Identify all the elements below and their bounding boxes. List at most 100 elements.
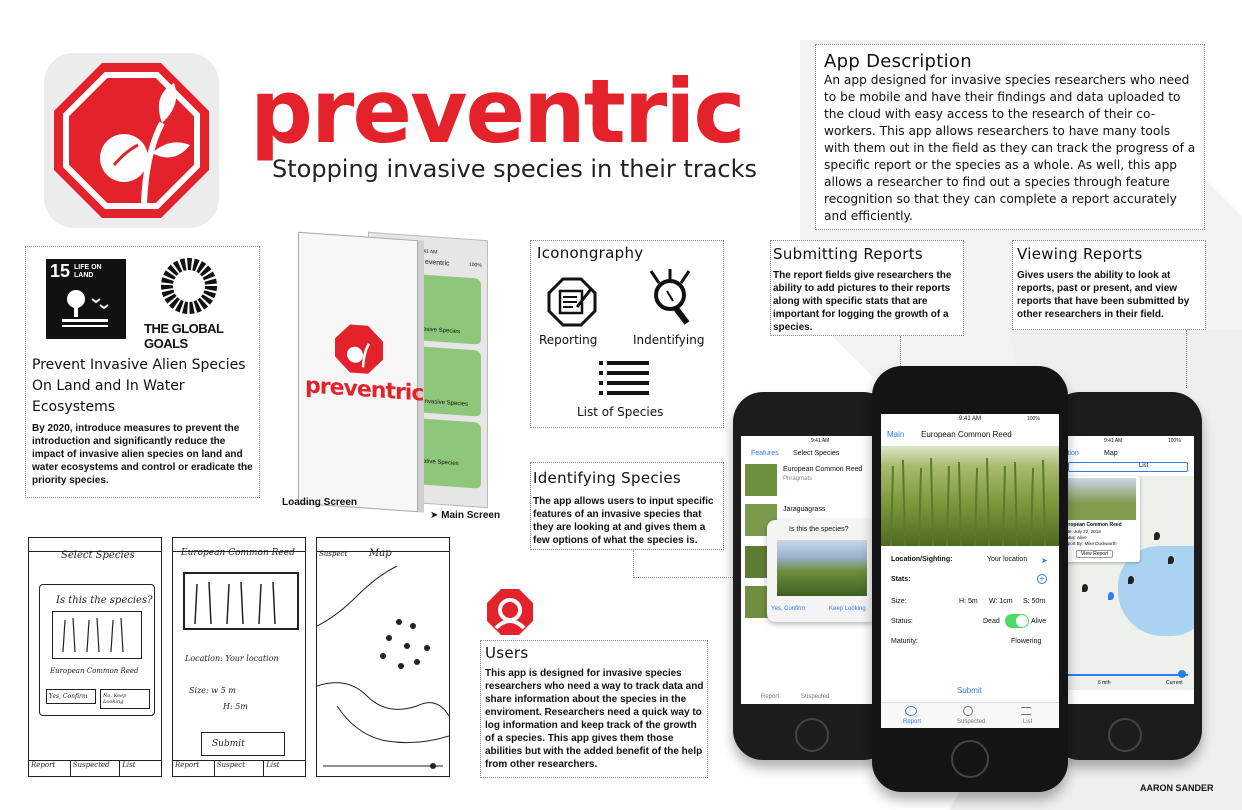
sketch-2-tabbar: Report Suspect List bbox=[173, 760, 305, 776]
users-title: Users bbox=[485, 644, 529, 662]
map-pin-3[interactable] bbox=[1128, 576, 1134, 584]
sketch-2-reeds-icon bbox=[194, 581, 276, 625]
sketch-2-height: H: 5m bbox=[223, 702, 248, 711]
sketch-1-tabbar: Report Suspected List bbox=[29, 760, 161, 776]
app-description-panel: App Description An app designed for inva… bbox=[815, 44, 1205, 230]
phone-right-time: 9:41 AM bbox=[1104, 438, 1123, 444]
popup-title: Is this the species? bbox=[789, 526, 849, 533]
tab-list-icon[interactable] bbox=[1021, 707, 1031, 715]
goals-body: By 2020, introduce measures to prevent t… bbox=[32, 423, 253, 486]
submitting-reports-body: The report fields give researchers the a… bbox=[773, 270, 952, 333]
sketch-1-title: Select Species bbox=[61, 550, 135, 561]
sketch-1-tab-report: Report bbox=[29, 761, 71, 776]
location-value[interactable]: Your location bbox=[987, 556, 1028, 563]
identifying-species-body: The app allows users to input specific f… bbox=[533, 496, 714, 546]
phone-right-back[interactable]: iption bbox=[1062, 450, 1079, 457]
tile-3-label: ative Species bbox=[423, 458, 459, 468]
sketch-select-species: Select Species Is this the species? Euro… bbox=[28, 537, 162, 777]
status-label: Status: bbox=[891, 618, 913, 625]
time-slider-track[interactable] bbox=[1068, 674, 1188, 676]
sketch-1-question: Is this the species? bbox=[56, 595, 153, 606]
main-screen-title: eventric bbox=[425, 258, 450, 268]
add-stat-icon[interactable]: + bbox=[1037, 574, 1047, 584]
users-icon bbox=[487, 589, 533, 635]
status-toggle[interactable] bbox=[1005, 614, 1029, 628]
sketch-2-location: Location: Your location bbox=[185, 654, 279, 663]
submit-button[interactable]: Submit bbox=[957, 686, 982, 695]
main-screen-time: 9:41 AM bbox=[419, 248, 438, 256]
global-goals-label: THE GLOBAL GOALS bbox=[144, 321, 224, 351]
sketch-2-header bbox=[173, 538, 305, 552]
location-label: Location/Sighting: bbox=[891, 556, 953, 563]
viewing-reports-body: Gives users the ability to look at repor… bbox=[1017, 270, 1190, 320]
sketch-reeds-icon bbox=[62, 617, 124, 653]
sketch-1-tab-list: List bbox=[122, 761, 136, 769]
tab-report-icon[interactable] bbox=[905, 706, 917, 716]
app-description-title: App Description bbox=[824, 51, 972, 72]
phone-left-back: Features bbox=[751, 450, 779, 457]
sketch-1-tab-suspected: Suspected bbox=[71, 761, 121, 776]
goals-panel: 15 LIFE ON LAND THE GLOBAL GOALS Prevent… bbox=[25, 246, 260, 498]
global-goals-wheel-icon bbox=[161, 258, 217, 314]
phone-center-battery: 100% bbox=[1027, 416, 1040, 422]
identifying-species-title: Identifying Species bbox=[533, 469, 682, 487]
sketch-report: European Common Reed Location: Your loca… bbox=[172, 537, 306, 777]
submitting-reports-title: Submitting Reports bbox=[773, 245, 923, 263]
tab-list[interactable]: List bbox=[1023, 719, 1033, 725]
identifying-species-panel: Identifying Species The app allows users… bbox=[530, 462, 724, 550]
size-w[interactable]: W: 1cm bbox=[989, 598, 1013, 605]
phone-right-map: European Common Reed Date: July 22, 2018… bbox=[1058, 476, 1194, 690]
loading-screen-mockup: preventric bbox=[298, 231, 423, 513]
phone-right-home-button bbox=[1108, 718, 1142, 752]
map-pin-4[interactable] bbox=[1082, 584, 1088, 592]
phone-left-tab-report[interactable]: Report bbox=[761, 694, 780, 700]
phone-right: 9:41 AM 100% iption Map List European Co… bbox=[1050, 392, 1202, 760]
author-credit: AARON SANDER bbox=[1140, 783, 1214, 793]
sketch-1-species-name: European Common Reed bbox=[50, 667, 139, 675]
main-tile-3: ative Species bbox=[415, 418, 481, 489]
size-s[interactable]: S: 50m bbox=[1023, 598, 1046, 605]
tree-birds-icon bbox=[62, 290, 109, 327]
segment-list[interactable]: List bbox=[1139, 463, 1149, 469]
app-description-body: An app designed for invasive species res… bbox=[824, 73, 1196, 223]
popup-no-button[interactable]: Keep Looking bbox=[829, 606, 866, 612]
popup-yes-button[interactable]: Yes, Confirm bbox=[771, 606, 806, 612]
brand-name: preventric bbox=[250, 60, 746, 163]
phone-center-title: European Common Reed bbox=[921, 430, 1012, 439]
sketch-2-tab-list: List bbox=[266, 761, 280, 769]
sketch-2-submit: Submit bbox=[201, 732, 285, 756]
sketch-3-header bbox=[317, 538, 449, 552]
phone-left-tab-suspected[interactable]: Suspected bbox=[801, 694, 830, 700]
phone-center-back[interactable]: Main bbox=[887, 430, 905, 439]
card-view-button[interactable]: View Report bbox=[1076, 550, 1114, 558]
time-slider-knob[interactable] bbox=[1178, 670, 1186, 678]
slider-left-label: 6 mth bbox=[1098, 680, 1111, 686]
list-icon bbox=[599, 361, 649, 395]
iconography-title: Iconongraphy bbox=[537, 244, 644, 262]
main-tile-2: Invasive Species bbox=[415, 346, 481, 417]
tab-suspected-icon[interactable] bbox=[963, 706, 973, 716]
phone-left: 9:41 AM Features Select Species European… bbox=[733, 392, 893, 760]
phone-center-home-button bbox=[951, 740, 989, 778]
card-date: Date: July 22, 2018 bbox=[1062, 529, 1101, 534]
sketch-2-tab-suspect: Suspect bbox=[215, 761, 265, 776]
tab-suspected[interactable]: Suspected bbox=[957, 719, 986, 725]
map-pin-5[interactable] bbox=[1108, 592, 1114, 600]
map-pin-2[interactable] bbox=[1168, 556, 1174, 564]
identifying-label: Indentifying bbox=[633, 333, 705, 347]
phone-right-screen: 9:41 AM 100% iption Map List European Co… bbox=[1058, 436, 1194, 704]
loading-logo-icon bbox=[335, 324, 383, 374]
phone-right-segment[interactable]: List bbox=[1068, 462, 1188, 472]
size-h[interactable]: H: 5m bbox=[959, 598, 978, 605]
maturity-value[interactable]: Flowering bbox=[1011, 638, 1042, 645]
map-report-card: European Common Reed Date: July 22, 2018… bbox=[1058, 476, 1140, 562]
tile-2-label: Invasive Species bbox=[423, 398, 469, 408]
sketch-2-title: European Common Reed bbox=[181, 548, 295, 558]
tab-report[interactable]: Report bbox=[903, 719, 922, 725]
map-pin[interactable] bbox=[1154, 532, 1160, 540]
slider-right-label: Current bbox=[1166, 680, 1183, 686]
sketch-2-image bbox=[183, 572, 299, 630]
location-arrow-icon[interactable]: ➤ bbox=[1041, 556, 1048, 565]
reporting-label: Reporting bbox=[539, 333, 598, 347]
card-status: Status: Alive bbox=[1062, 535, 1087, 540]
